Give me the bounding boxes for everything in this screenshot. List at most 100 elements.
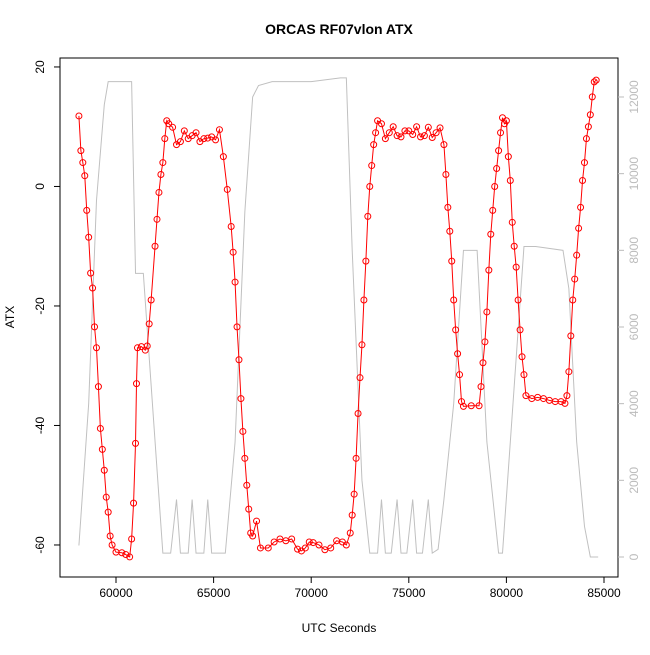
data-point [155, 188, 163, 196]
data-point [401, 127, 409, 135]
y2-tick-label: 10000 [627, 157, 641, 191]
data-point [305, 538, 313, 546]
y-tick-label: 20 [33, 60, 47, 74]
data-point [590, 78, 598, 86]
chart-title: ORCAS RF07vlon ATX [265, 21, 413, 37]
data-point [352, 454, 360, 462]
data-point [239, 427, 247, 435]
data-point [520, 371, 528, 379]
data-point [104, 508, 112, 516]
data-point [231, 278, 239, 286]
data-point [223, 185, 231, 193]
data-point [588, 93, 596, 101]
data-point [141, 346, 149, 354]
data-point [362, 257, 370, 265]
data-point [204, 134, 212, 142]
data-point [165, 120, 173, 128]
data-point [389, 123, 397, 131]
data-point [393, 132, 401, 140]
data-point [130, 499, 138, 507]
data-point [579, 176, 587, 184]
data-point [497, 129, 505, 137]
y-tick-label: -40 [33, 416, 47, 434]
y-tick-label: 0 [33, 183, 47, 190]
data-point [143, 342, 151, 350]
data-point [358, 341, 366, 349]
data-point [354, 410, 362, 418]
data-point [98, 445, 106, 453]
data-point [508, 218, 516, 226]
data-point [270, 538, 278, 546]
data-point [459, 402, 467, 410]
data-point [481, 338, 489, 346]
y2-tick-label: 6000 [627, 313, 641, 340]
data-point [301, 544, 309, 552]
data-point [100, 466, 108, 474]
data-point [448, 257, 456, 265]
data-point [522, 392, 530, 400]
data-point [456, 371, 464, 379]
data-point [85, 233, 93, 241]
data-point [428, 133, 436, 141]
data-point [176, 138, 184, 146]
data-point [288, 535, 296, 543]
data-point [569, 296, 577, 304]
data-point [249, 532, 257, 540]
data-point [493, 165, 501, 173]
y-axis-label: ATX [3, 306, 17, 328]
x-tick-label: 60000 [99, 586, 133, 600]
data-point [229, 248, 237, 256]
data-point [366, 182, 374, 190]
y2-tick-label: 2000 [627, 467, 641, 494]
data-point [510, 242, 518, 250]
data-point [79, 159, 87, 167]
data-point [516, 326, 524, 334]
data-point [571, 275, 579, 283]
data-point [253, 517, 261, 525]
data-point [92, 344, 100, 352]
data-point [91, 323, 99, 331]
data-point [567, 332, 575, 340]
data-point [417, 133, 425, 141]
data-point [122, 551, 130, 559]
x-tick-label: 75000 [392, 586, 426, 600]
data-point [489, 206, 497, 214]
data-point [364, 212, 372, 220]
data-point [565, 368, 573, 376]
data-point [446, 227, 454, 235]
data-point [377, 120, 385, 128]
data-point [327, 544, 335, 552]
data-point [483, 308, 491, 316]
data-point [582, 135, 590, 143]
data-point [83, 206, 91, 214]
data-point [350, 490, 358, 498]
data-point [440, 141, 448, 149]
y2-tick-label: 0 [627, 553, 641, 560]
data-point [346, 529, 354, 537]
plot-box [59, 57, 619, 578]
data-point [342, 541, 350, 549]
data-point [577, 203, 585, 211]
data-point [237, 395, 245, 403]
data-point [424, 123, 432, 131]
data-point [372, 129, 380, 137]
data-point [133, 344, 141, 352]
x-tick-label: 85000 [587, 586, 621, 600]
data-point [153, 215, 161, 223]
data-point [126, 553, 134, 561]
data-point [475, 402, 483, 410]
data-point [315, 541, 323, 549]
x-tick-label: 80000 [490, 586, 524, 600]
data-point [506, 176, 514, 184]
data-point [442, 171, 450, 179]
data-point [106, 532, 114, 540]
x-tick-label: 70000 [295, 586, 329, 600]
data-point [413, 123, 421, 131]
data-point [444, 203, 452, 211]
data-point [454, 350, 462, 358]
data-point [452, 326, 460, 334]
data-point [385, 129, 393, 137]
data-point [180, 127, 188, 135]
data-point [360, 296, 368, 304]
